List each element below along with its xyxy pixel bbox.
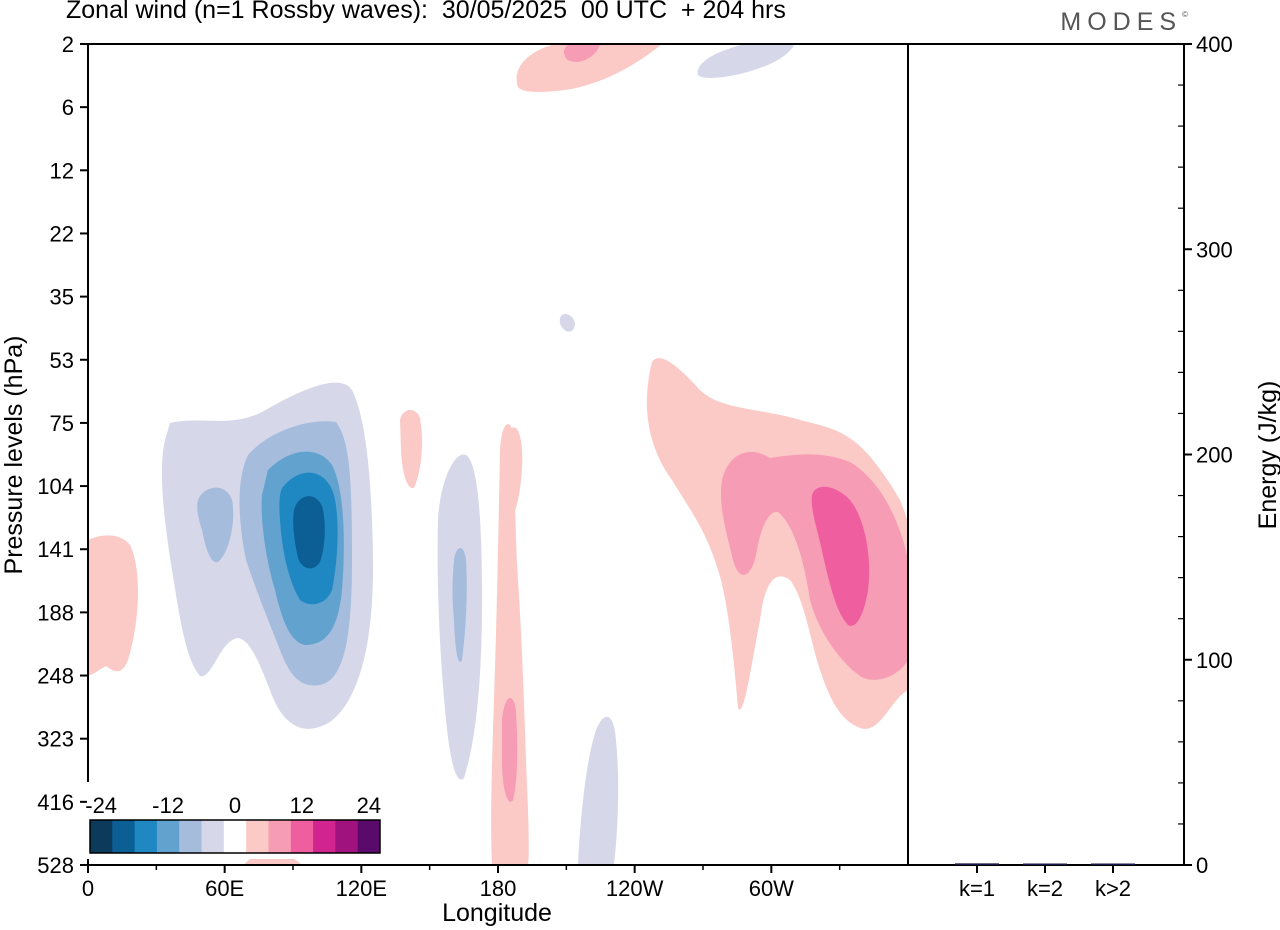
x-tick-label: 180 — [480, 876, 517, 901]
colorbar-swatch — [179, 820, 203, 853]
brand-logo: MODES© — [1060, 8, 1188, 36]
colorbar-label: 12 — [290, 793, 314, 818]
energy-tick-label: 100 — [1196, 648, 1233, 673]
energy-tick-label: 300 — [1196, 237, 1233, 262]
energy-bar — [1091, 863, 1135, 865]
colorbar-swatch — [223, 820, 247, 853]
x-tick-label: 0 — [82, 876, 94, 901]
energy-tick-label: 200 — [1196, 443, 1233, 468]
colorbar-swatch — [290, 820, 314, 853]
colorbar-label: 24 — [357, 793, 381, 818]
y-axis-label: Pressure levels (hPa) — [0, 336, 28, 575]
energy-tick-label: 0 — [1196, 853, 1208, 878]
colorbar-swatch — [90, 820, 113, 853]
left-edge-positive — [88, 535, 139, 676]
colorbar-legend: -24 -12 0 12 24 — [85, 782, 385, 859]
strat-positive-inner — [563, 44, 600, 62]
energy-category-label: k=1 — [959, 876, 995, 901]
colorbar-label: -24 — [85, 793, 117, 818]
strat-positive-outer — [516, 44, 662, 92]
mid-positive-small — [400, 409, 422, 489]
indian-negative-core — [293, 496, 325, 569]
energy-tick-label: 400 — [1196, 32, 1233, 57]
colorbar-swatch — [201, 820, 225, 853]
energy-bar — [955, 863, 999, 865]
y-tick-label: 528 — [37, 853, 74, 878]
energy-axis-label: Energy (J/kg) — [1254, 381, 1280, 530]
energy-category-label: k>2 — [1095, 876, 1131, 901]
y-tick-label: 75 — [50, 411, 74, 436]
x-tick-label: 120W — [606, 876, 664, 901]
y-tick-label: 416 — [37, 790, 74, 815]
small-negative-blob — [559, 314, 575, 332]
energy-frame — [907, 43, 1185, 866]
dateline-positive-inner — [502, 698, 518, 802]
colorbar-swatch — [357, 820, 381, 853]
contour-field — [88, 44, 908, 865]
colorbar-label: 0 — [229, 793, 241, 818]
strat-negative — [697, 44, 795, 78]
chart-title: Zonal wind (n=1 Rossby waves): 30/05/202… — [66, 0, 786, 24]
y-tick-label: 104 — [37, 474, 74, 499]
colorbar-swatch — [156, 820, 180, 853]
colorbar-swatch — [246, 820, 269, 853]
colorbar-swatch — [268, 820, 292, 853]
dateline-positive-column — [491, 424, 529, 865]
colorbar-label: -12 — [152, 793, 184, 818]
column-negative-inner — [452, 547, 467, 662]
colorbar-swatch — [112, 820, 136, 853]
energy-category-label: k=2 — [1027, 876, 1063, 901]
y-tick-label: 53 — [50, 348, 74, 373]
y-tick-label: 22 — [50, 221, 74, 246]
x-tick-label: 120E — [336, 876, 387, 901]
indian-negative-west — [197, 487, 234, 563]
x-axis-label: Longitude — [442, 899, 552, 927]
colorbar-swatch — [313, 820, 336, 853]
y-tick-label: 248 — [37, 664, 74, 689]
energy-bar — [1023, 863, 1067, 865]
y-tick-label: 35 — [50, 285, 74, 310]
y-tick-label: 12 — [50, 158, 74, 183]
energy-bars: k=1 k=2 k>2 — [955, 863, 1135, 901]
colorbar-swatch — [335, 820, 359, 853]
y-tick-label: 6 — [62, 95, 74, 120]
colorbar-swatch — [134, 820, 158, 853]
colorbar-outline — [89, 819, 381, 854]
y-tick-label: 141 — [37, 537, 74, 562]
y-tick-label: 2 — [62, 32, 74, 57]
y-tick-label: 188 — [37, 600, 74, 625]
dateline-positive-top — [502, 427, 523, 514]
bottom-negative-column — [578, 716, 619, 865]
axes: 0 60E 120E 180 120W 60W 2 6 12 22 35 53 75 104 141 188 2… — [37, 32, 1232, 901]
y-tick-label: 323 — [37, 727, 74, 752]
west-positive-2 — [720, 451, 908, 680]
west-positive-3 — [811, 486, 870, 626]
x-tick-label: 60W — [749, 876, 794, 901]
x-tick-label: 60E — [205, 876, 244, 901]
